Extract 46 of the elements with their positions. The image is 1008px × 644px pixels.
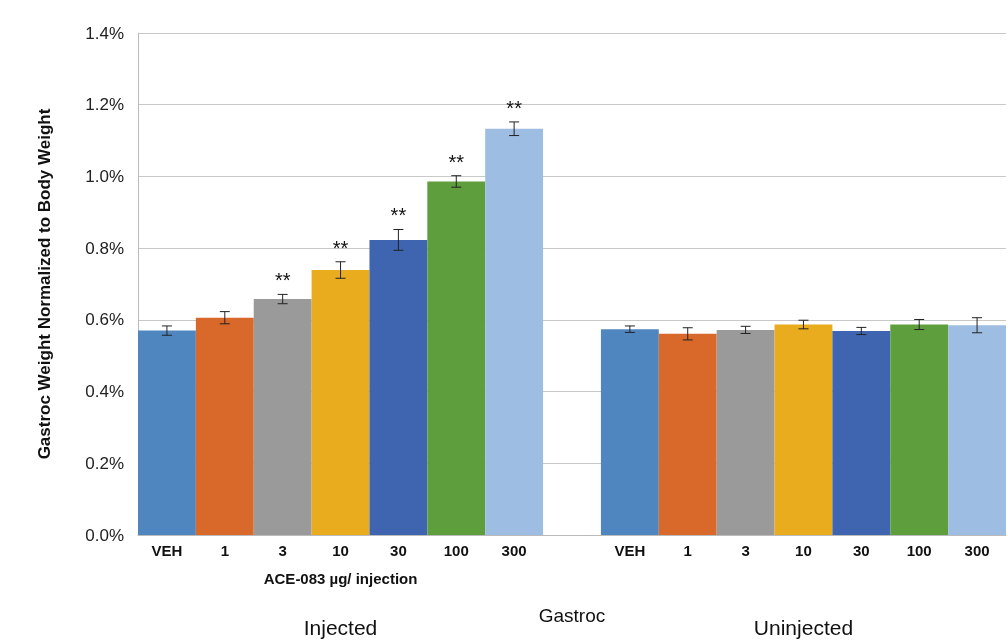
data-label: ** — [390, 204, 407, 227]
y-tick-label: 0.2% — [85, 453, 124, 473]
y-tick-label: 1.2% — [85, 95, 124, 115]
y-tick-label: 0.0% — [85, 525, 124, 545]
bar — [369, 239, 428, 535]
bar — [774, 324, 833, 535]
y-tick-label: 1.4% — [85, 23, 124, 43]
bar — [195, 317, 254, 535]
bar — [948, 325, 1006, 535]
y-tick-label: 0.8% — [85, 238, 124, 258]
y-axis-title: Gastroc Weight Normalized to Body Weight — [35, 108, 54, 460]
x-tick-label: 30 — [852, 542, 870, 559]
y-tick-label: 1.0% — [85, 166, 124, 186]
y-tick-label: 0.6% — [85, 310, 124, 330]
text: Gastroc — [538, 604, 606, 626]
bar — [600, 329, 659, 535]
bar — [832, 330, 891, 535]
bar — [658, 333, 717, 535]
x-tick-label: 10 — [332, 542, 349, 559]
text: Uninjected — [753, 615, 854, 639]
x-tick-label: 1 — [683, 542, 692, 559]
bar — [427, 181, 486, 535]
bar — [890, 324, 949, 535]
bar — [138, 330, 196, 535]
data-label: ** — [332, 236, 349, 259]
x-tick-label: 300 — [501, 542, 527, 559]
bar — [311, 270, 370, 535]
data-label: ** — [448, 150, 465, 173]
x-tick-label: 10 — [795, 542, 812, 559]
bar — [253, 299, 312, 535]
text: Injected — [303, 615, 378, 639]
x-tick-label: 100 — [906, 542, 932, 559]
y-tick-label: 0.4% — [85, 382, 124, 402]
x-tick-label: VEH — [151, 542, 183, 559]
x-tick-label: 3 — [278, 542, 287, 559]
x-axis-title: ACE-083 µg/ injection — [263, 569, 418, 587]
x-tick-label: 100 — [443, 542, 469, 559]
x-tick-label: 300 — [964, 542, 990, 559]
data-label: ** — [274, 269, 291, 292]
x-tick-label: VEH — [614, 542, 646, 559]
x-tick-label: 30 — [390, 542, 407, 559]
data-label: ** — [506, 96, 523, 119]
x-tick-label: 1 — [220, 542, 229, 559]
bar — [485, 128, 544, 535]
x-tick-label: 3 — [741, 542, 750, 559]
bar — [716, 329, 775, 535]
